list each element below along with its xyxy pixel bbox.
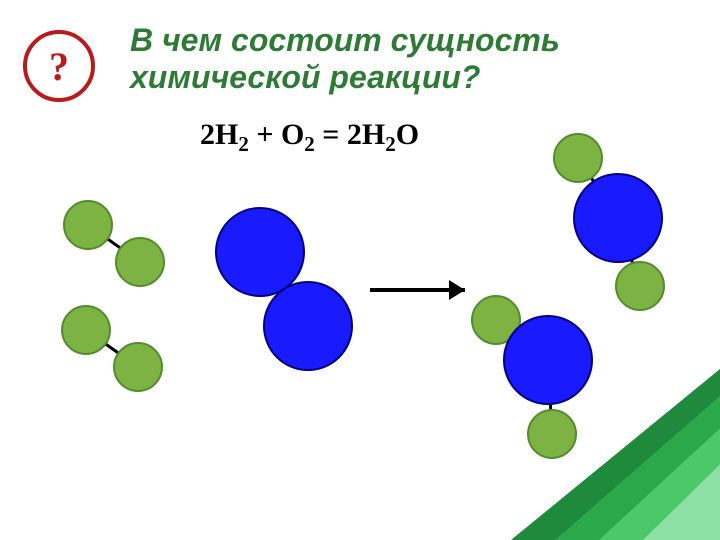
corner-decoration: [500, 360, 720, 540]
slide: ? В чем состоит сущность химической реак…: [0, 0, 720, 540]
